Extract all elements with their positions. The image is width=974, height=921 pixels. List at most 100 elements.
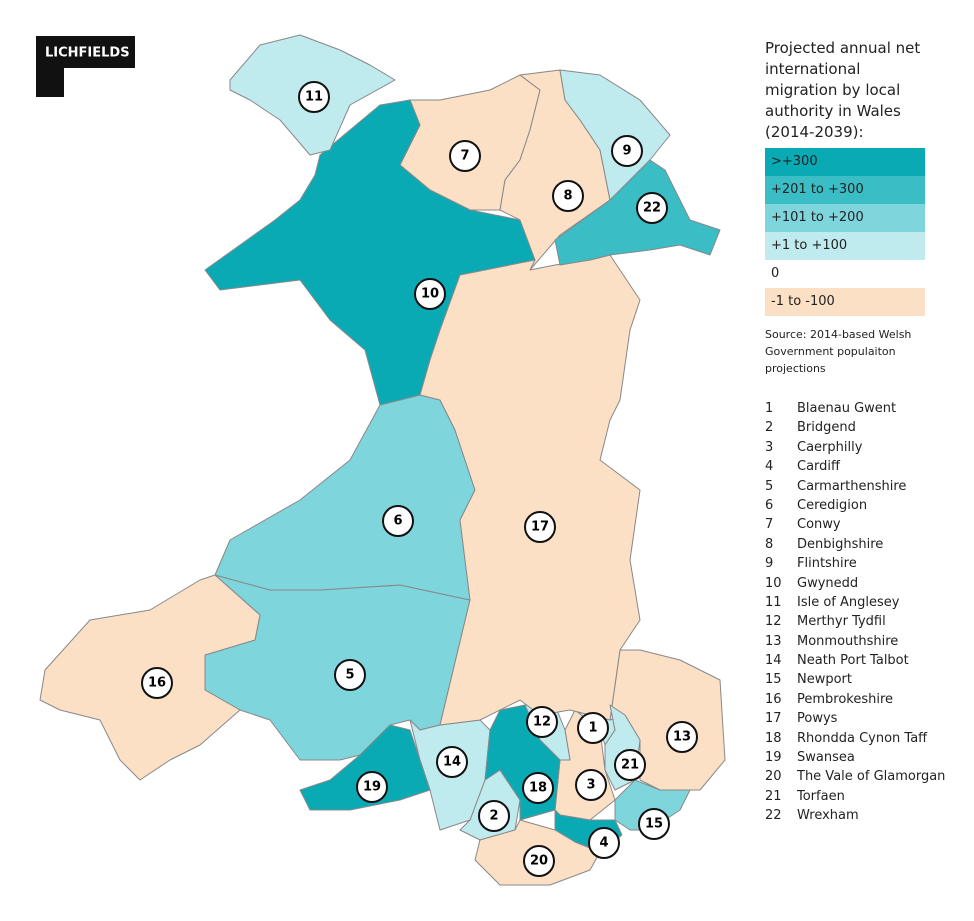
region-marker	[449, 140, 481, 172]
authority-number: 2	[765, 420, 774, 436]
region-number: 5	[345, 668, 354, 683]
authority-row: 9 Flintshire	[765, 554, 955, 573]
authority-row: 2 Bridgend	[765, 418, 955, 437]
region-number: 4	[599, 836, 608, 851]
authority-number: 4	[765, 459, 774, 475]
region-number: 8	[563, 189, 572, 204]
region-number: 14	[443, 755, 461, 770]
region-number: 17	[531, 520, 549, 535]
region-number: 22	[643, 201, 661, 216]
authority-name: Carmarthenshire	[797, 478, 907, 494]
region-marker	[575, 769, 607, 801]
authority-name: Monmouthshire	[797, 633, 899, 649]
logo-text: LICHFIELDS	[45, 46, 130, 61]
authority-name: Merthyr Tydfil	[797, 614, 886, 630]
authority-row: 13 Monmouthshire	[765, 632, 955, 651]
authority-row: 1 Blaenau Gwent	[765, 399, 955, 418]
region-marker	[638, 808, 670, 840]
region-number: 3	[586, 778, 595, 793]
authority-row: 18 Rhondda Cynon Taff	[765, 729, 955, 748]
region-number: 1	[588, 721, 597, 736]
region-marker	[414, 278, 446, 310]
region-marker	[478, 800, 510, 832]
region-number: 16	[148, 676, 166, 691]
authority-name: Denbighshire	[797, 536, 884, 552]
region-marker	[666, 721, 698, 753]
authority-row: 20 The Vale of Glamorgan	[765, 767, 955, 786]
source-note: Source: 2014-based Welsh Government popu…	[765, 328, 912, 375]
map: LICHFIELDS 12345678910111213141516171819…	[36, 34, 726, 886]
authority-number: 19	[765, 750, 782, 766]
authority-name: Caerphilly	[797, 439, 863, 455]
region-marker	[298, 81, 330, 113]
region-marker	[588, 827, 620, 859]
legend-item: +1 to +100	[765, 232, 925, 260]
authority-name: Wrexham	[797, 808, 859, 824]
sidebar: Projected annual net international migra…	[765, 38, 955, 826]
region-marker	[522, 772, 554, 804]
region-number: 11	[305, 90, 323, 105]
region-marker	[526, 706, 558, 738]
region-marker	[523, 845, 555, 877]
region-marker	[577, 712, 609, 744]
authority-number: 21	[765, 788, 782, 804]
authority-name: Swansea	[797, 750, 855, 766]
legend-item: +101 to +200	[765, 204, 925, 232]
region-number: 2	[489, 809, 498, 824]
region-marker	[614, 749, 646, 781]
region-marker	[436, 746, 468, 778]
authority-row: 21 Torfaen	[765, 787, 955, 806]
legend-title: Projected annual net international migra…	[765, 39, 921, 141]
authority-row: 10 Gwynedd	[765, 574, 955, 593]
authority-name: Ceredigion	[797, 497, 868, 513]
authority-list: 1 Blaenau Gwent 2 Bridgend 3 Caerphilly 4 Cardi…	[765, 399, 955, 826]
region	[214, 394, 476, 601]
authority-row: 22 Wrexham	[765, 806, 955, 825]
authority-name: Pembrokeshire	[797, 691, 894, 707]
region-marker	[552, 180, 584, 212]
authority-number: 18	[765, 730, 782, 746]
authority-number: 8	[765, 536, 774, 552]
region-number: 20	[530, 854, 548, 869]
authority-number: 12	[765, 614, 782, 630]
region-number: 6	[393, 514, 402, 529]
authority-number: 20	[765, 769, 782, 785]
authority-row: 8 Denbighshire	[765, 535, 955, 554]
region-number: 9	[622, 144, 631, 159]
authority-name: Rhondda Cynon Taff	[797, 730, 928, 746]
region-number: 18	[529, 781, 547, 796]
authority-row: 17 Powys	[765, 709, 955, 728]
region-marker	[524, 511, 556, 543]
authority-name: Torfaen	[797, 788, 845, 804]
authority-number: 6	[765, 497, 774, 513]
authority-row: 4 Cardiff	[765, 457, 955, 476]
authority-name: Isle of Anglesey	[797, 594, 900, 610]
region-number: 13	[673, 730, 691, 745]
authority-name: Gwynedd	[797, 575, 859, 591]
authority-row: 14 Neath Port Talbot	[765, 651, 955, 670]
authority-row: 15 Newport	[765, 670, 955, 689]
legend-item: -1 to -100	[765, 288, 925, 316]
region-marker	[611, 135, 643, 167]
authority-row: 16 Pembrokeshire	[765, 690, 955, 709]
logo: LICHFIELDS	[36, 36, 135, 97]
legend-item: +201 to +300	[765, 176, 925, 204]
authority-number: 17	[765, 711, 782, 727]
legend-item: >+300	[765, 148, 925, 176]
region-number: 21	[621, 758, 639, 773]
authority-row: 6 Ceredigion	[765, 496, 955, 515]
region-marker	[382, 505, 414, 537]
authority-number: 7	[765, 517, 774, 533]
authority-number: 9	[765, 556, 774, 572]
authority-name: Blaenau Gwent	[797, 401, 897, 416]
authority-row: 7 Conwy	[765, 515, 955, 534]
authority-name: Neath Port Talbot	[797, 653, 909, 669]
region-number: 15	[645, 817, 663, 832]
region-marker	[356, 771, 388, 803]
authority-number: 22	[765, 808, 782, 824]
authority-number: 10	[765, 575, 782, 591]
region-number: 7	[460, 149, 469, 164]
authority-row: 11 Isle of Anglesey	[765, 593, 955, 612]
authority-name: Conwy	[797, 517, 841, 533]
